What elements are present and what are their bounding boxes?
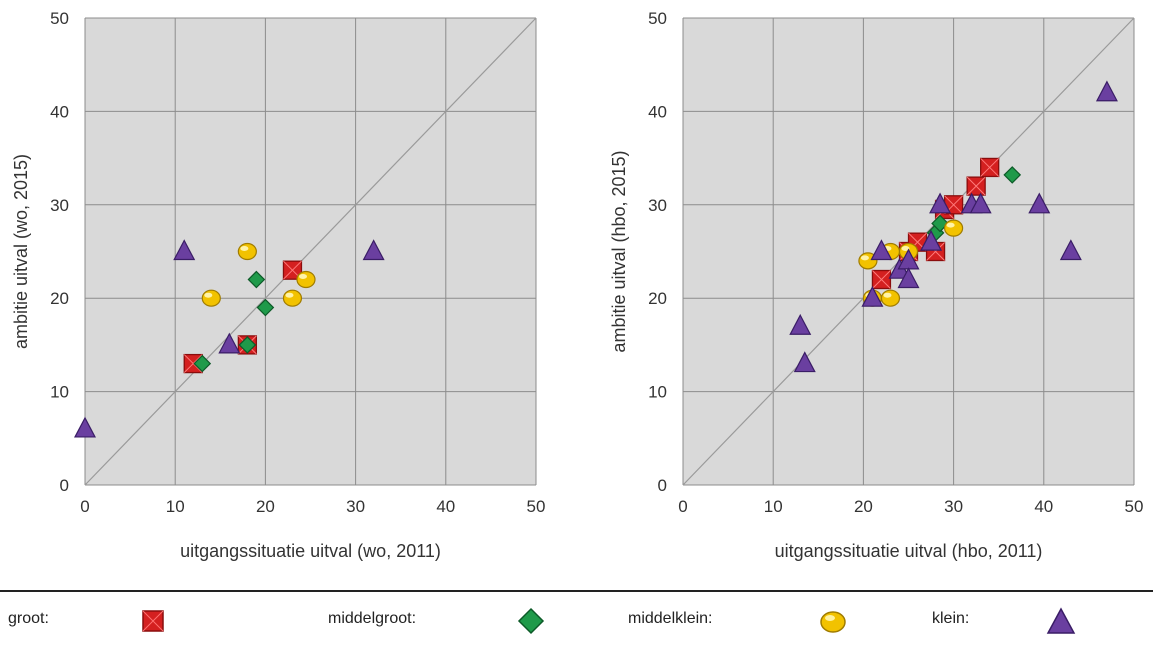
x-tick-label: 50 [527,497,546,516]
legend-label-middelklein: middelklein: [628,610,713,627]
data-point-klein [920,229,943,251]
y-tick-label: 10 [50,383,69,402]
data-point-klein [789,313,812,335]
x-tick-label: 20 [256,497,275,516]
x-tick-label: 0 [80,497,89,516]
data-point-klein [362,239,385,261]
x-tick-label: 30 [346,497,365,516]
data-point-middelklein [282,289,303,307]
legend-triangle-marker-icon [1046,607,1076,634]
diagonal-line [84,17,537,486]
legend-label-middelgroot: middelgroot: [328,610,417,627]
data-point-groot [282,260,303,280]
x-tick-label: 10 [166,497,185,516]
data-point-middelklein [296,270,316,289]
y-tick-label: 20 [50,289,69,308]
x-tick-label: 40 [436,497,455,516]
data-point-middelgroot [256,298,275,317]
x-tick-label: 20 [854,497,873,516]
data-point-klein [969,192,992,214]
data-point-middelklein [943,219,964,237]
y-axis-label: ambitie uitval (hbo, 2015) [609,150,629,352]
data-point-klein [929,192,952,214]
data-point-klein [861,285,884,307]
legend-diamond-marker-icon [517,607,545,635]
data-point-groot [966,176,986,196]
x-tick-label: 10 [764,497,783,516]
legend-label-groot: groot: [8,610,49,627]
y-tick-label: 10 [648,383,667,402]
data-point-middelgroot [1003,166,1022,184]
y-tick-label: 30 [648,196,667,215]
charts-canvas: 0 10 20 30 40 50 0 10 20 30 40 50 uitgangssituatie u… [11,9,1143,561]
y-tick-label: 50 [648,9,667,28]
data-point-klein [218,332,241,354]
legend-square-marker-icon [142,610,164,632]
y-tick-label: 0 [658,476,667,495]
data-point-klein [1095,80,1118,102]
data-point-klein [173,239,196,261]
x-axis-label: uitgangssituatie uitval (wo, 2011) [180,541,441,561]
x-tick-label: 50 [1125,497,1144,516]
data-point-middelgroot [193,354,212,373]
data-point-groot [871,269,892,290]
y-axis-label: ambitie uitval (wo, 2015) [11,154,31,349]
legend-label-klein: klein: [932,610,970,627]
data-point-klein [1028,192,1051,214]
y-tick-label: 50 [50,9,69,28]
data-point-klein [1059,239,1082,261]
data-point-groot [980,157,1000,178]
legend-circle-marker-icon [820,611,846,633]
data-point-klein [793,351,816,373]
data-point-middelklein [237,242,257,261]
legend: groot: middelgroot: middelklein: klein: [0,590,1153,649]
data-point-middelgroot [247,270,266,289]
y-tick-label: 20 [648,289,667,308]
scatter-plot-2: 0 10 20 30 40 50 0 10 20 30 40 50 uitgangssituatie u… [609,9,1143,561]
data-point-klein [870,239,893,261]
data-point-middelklein [880,289,901,307]
y-tick-label: 40 [50,102,69,121]
x-tick-label: 30 [944,497,963,516]
x-tick-label: 40 [1034,497,1053,516]
x-axis-label: uitgangssituatie uitval (hbo, 2011) [775,541,1043,561]
y-tick-label: 0 [60,476,69,495]
data-point-klein [897,267,920,289]
y-tick-label: 40 [648,102,667,121]
scatter-plot-1: 0 10 20 30 40 50 0 10 20 30 40 50 uitgangssituatie u… [11,9,545,561]
x-tick-label: 0 [678,497,687,516]
data-point-klein [74,416,96,438]
y-tick-label: 30 [50,196,69,215]
data-point-middelgroot [238,336,257,354]
data-point-middelklein [201,289,221,307]
